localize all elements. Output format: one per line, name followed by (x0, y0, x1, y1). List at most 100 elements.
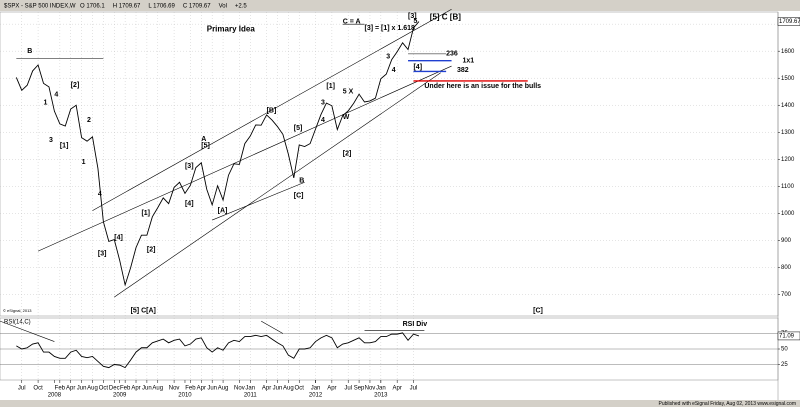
wave-label: 3 (386, 53, 390, 60)
x-tick-label: Aug (218, 386, 229, 392)
wave-label: [3] = [1] x 1.618 (365, 25, 415, 32)
x-tick-label: Jul (18, 386, 26, 392)
x-tick-label: Sep (354, 386, 365, 392)
wave-label: 4 (98, 191, 102, 198)
x-tick-label: Aug (283, 386, 294, 392)
wave-label: 1 (82, 159, 86, 166)
wave-label: [2] (147, 247, 156, 254)
x-tick-label: Oct (295, 386, 305, 392)
x-tick-label: Apr (392, 386, 401, 392)
last-value: 1709.67 (779, 19, 800, 25)
wave-label: B (299, 178, 304, 185)
x-tick-label: Feb (55, 386, 66, 392)
wave-label: [2] (71, 82, 80, 89)
x-tick-label: Nov (169, 386, 180, 392)
wave-label: [3] (185, 163, 194, 170)
wave-label: Under here is an issue for the bulls (424, 83, 541, 90)
last-value-box (777, 17, 800, 26)
x-tick-label: Jan (376, 386, 386, 392)
wave-label: [C] (294, 193, 304, 200)
x-tick-label: Dec (109, 386, 120, 392)
x-tick-label: Oct (99, 386, 109, 392)
wave-label: 236 (446, 51, 458, 58)
wave-label: [1] (326, 83, 335, 90)
x-tick-label: Aug (87, 386, 98, 392)
wave-label: [4] (413, 64, 422, 71)
x-tick-label: Aug (152, 386, 163, 392)
wave-label: [5] (201, 143, 210, 150)
wave-label: RSI Div (403, 321, 428, 328)
wave-label: 5 X (343, 89, 354, 96)
wave-label: [4] (114, 234, 123, 241)
last-value-box (777, 331, 800, 341)
y-tick-label: 1200 (781, 157, 795, 163)
wave-label: W (343, 114, 350, 121)
wave-label: [5] C [B] (430, 13, 461, 22)
quote-field: O 1706.1 (80, 4, 105, 10)
x-tick-label: Jan (311, 386, 321, 392)
x-tick-label: Jun (273, 386, 283, 392)
wave-label: [1] (141, 210, 150, 217)
x-tick-label: Jul (410, 386, 418, 392)
x-tick-label: Nov (234, 386, 245, 392)
trend-line (37, 65, 452, 252)
wave-label: A (201, 136, 206, 143)
year-label: 2013 (374, 393, 388, 399)
trend-line (114, 72, 441, 298)
x-tick-label: Apr (131, 386, 140, 392)
y-tick-label: 50 (781, 347, 788, 353)
x-tick-label: Apr (197, 386, 206, 392)
trend-line (260, 320, 284, 334)
year-label: 2010 (178, 393, 192, 399)
y-tick-label: 1600 (781, 49, 795, 55)
y-tick-label: 900 (781, 238, 792, 244)
wave-label: 1x1 (462, 57, 474, 64)
y-tick-label: 1400 (781, 103, 795, 109)
quote-field: L 1706.69 (148, 4, 175, 10)
year-label: 2011 (244, 393, 258, 399)
trend-line (212, 181, 305, 221)
x-tick-label: Jul (344, 386, 352, 392)
wave-label: 3 (321, 99, 325, 106)
wave-label: [2] (343, 151, 352, 158)
wave-label: [5] C[A] (131, 307, 156, 314)
wave-label: 4 (54, 91, 58, 98)
wave-label: 4 (392, 67, 396, 74)
x-tick-label: Apr (66, 386, 75, 392)
y-tick-label: 1300 (781, 130, 795, 136)
quote-field: +2.5 (235, 4, 248, 10)
year-label: 2008 (48, 393, 62, 399)
y-tick-label: 800 (781, 265, 792, 271)
y-tick-label: 25 (781, 362, 788, 368)
trend-line (0, 320, 55, 342)
x-tick-label: Apr (262, 386, 271, 392)
x-tick-label: Jun (142, 386, 152, 392)
year-label: 2012 (309, 393, 323, 399)
wave-label: 4 (321, 117, 325, 124)
wave-label: 382 (457, 67, 469, 74)
wave-label: [C] (533, 307, 543, 314)
trend-line (92, 9, 452, 211)
wave-label: 2 (87, 117, 91, 124)
wave-label: B (27, 48, 32, 55)
header-bar (0, 0, 800, 11)
wave-label: [1] (60, 143, 69, 150)
x-tick-label: Feb (120, 386, 131, 392)
wave-label: [A] (218, 207, 228, 214)
y-tick-label: 1500 (781, 76, 795, 82)
x-tick-label: Jun (207, 386, 217, 392)
last-value: 71.09 (779, 334, 795, 340)
wave-label: [5] (294, 125, 303, 132)
wave-label: C = A (343, 18, 361, 25)
quote-field: Vol (219, 4, 227, 10)
x-tick-label: Jan (245, 386, 255, 392)
quote-field: H 1709.67 (113, 4, 141, 10)
wave-label: [B] (267, 107, 277, 114)
y-tick-label: 700 (781, 292, 792, 298)
series-line (16, 332, 420, 369)
wave-label: 1 (44, 99, 48, 106)
credit: © eSignal, 2013 (3, 308, 32, 313)
footer: Published with eSignal Friday, Aug 02, 2… (659, 401, 797, 407)
wave-label: [3] (408, 13, 417, 20)
